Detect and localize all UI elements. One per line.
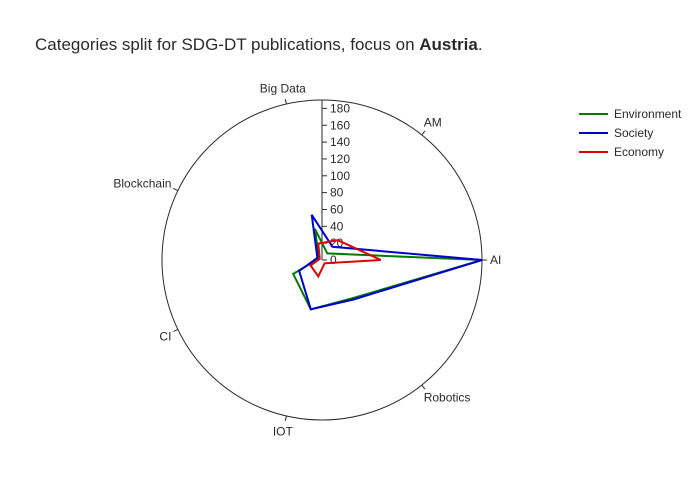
angular-label-blockchain: Blockchain [113, 177, 171, 191]
radial-tick-label: 100 [330, 169, 350, 183]
title-bold: Austria [419, 35, 478, 54]
title-prefix: Categories split for SDG-DT publications… [35, 35, 419, 54]
angular-tick [284, 99, 287, 105]
angular-label-big-data: Big Data [260, 81, 306, 95]
legend-label-society[interactable]: Society [614, 126, 653, 140]
radial-tick-label: 80 [330, 186, 344, 200]
angular-tick [173, 187, 179, 192]
series-layer [291, 214, 483, 311]
radial-tick-label: 160 [330, 118, 350, 132]
angular-axis: AI AM Big Data Blockchain CI IOT Robotics [113, 81, 501, 438]
angular-label-ci: CI [159, 329, 171, 343]
angular-tick [173, 328, 179, 333]
angular-label-am: AM [424, 115, 442, 129]
radial-tick-label: 60 [330, 202, 344, 216]
angular-tick [421, 130, 426, 136]
legend-label-environment[interactable]: Environment [614, 107, 682, 121]
series-line-society [298, 214, 483, 311]
title-suffix: . [478, 35, 483, 54]
legend-label-economy[interactable]: Economy [614, 145, 664, 159]
radial-tick-label: 140 [330, 135, 350, 149]
angular-tick [421, 384, 426, 390]
chart-title: Categories split for SDG-DT publications… [35, 35, 483, 54]
angular-label-robotics: Robotics [424, 391, 471, 405]
angular-label-ai: AI [490, 253, 501, 267]
angular-tick [284, 415, 287, 421]
radial-tick-label: 180 [330, 101, 350, 115]
legend[interactable]: Environment Society Economy [579, 107, 682, 159]
radial-tick-label: 120 [330, 152, 350, 166]
radial-tick-label: 0 [330, 253, 337, 267]
series-line-economy [309, 239, 382, 279]
angular-label-iot: IOT [273, 425, 294, 439]
radial-tick-label: 40 [330, 219, 344, 233]
